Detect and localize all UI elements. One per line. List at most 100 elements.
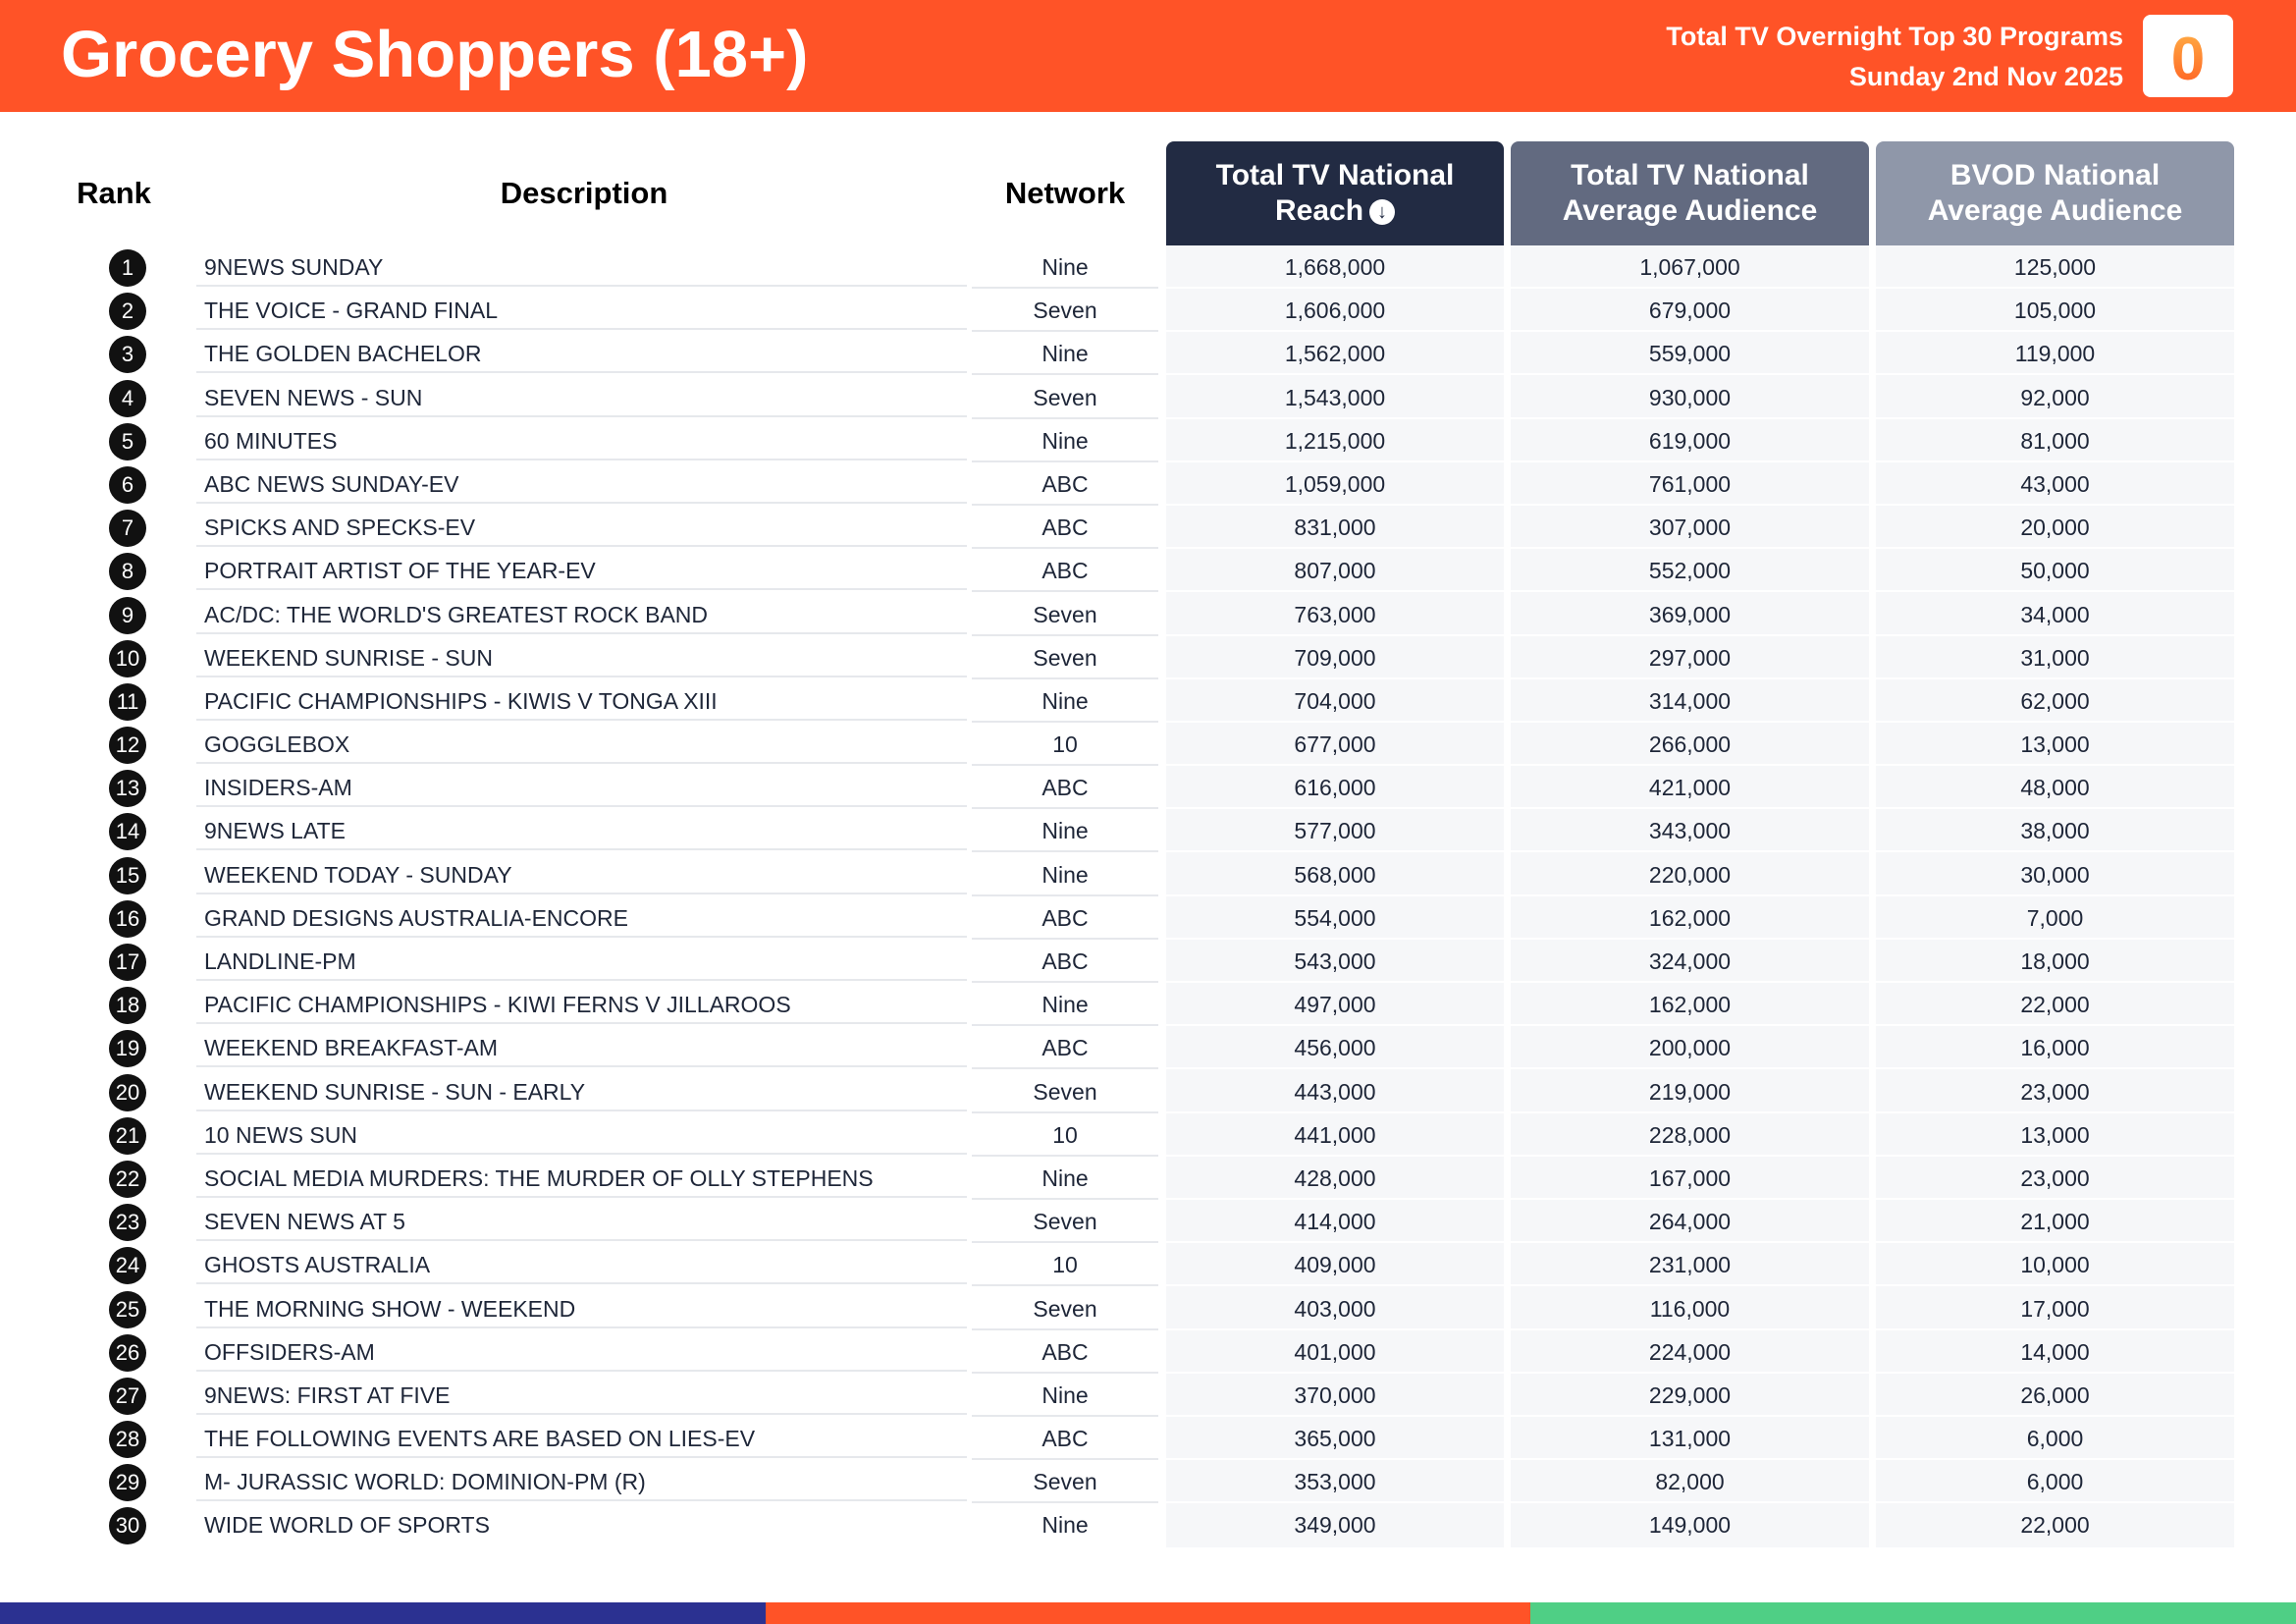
table-row: 19 WEEKEND BREAKFAST-AM ABC 456,000 200,000 1… [0, 1026, 2296, 1070]
program-description: PORTRAIT ARTIST OF THE YEAR-EV [196, 549, 967, 591]
avg-audience-value: 679,000 [1511, 289, 1869, 333]
bvod-column-header[interactable]: BVOD National Average Audience [1876, 141, 2234, 245]
bvod-value: 38,000 [1876, 809, 2234, 853]
bvod-value: 30,000 [1876, 853, 2234, 896]
network-cell: 10 [972, 723, 1158, 767]
program-description: PACIFIC CHAMPIONSHIPS - KIWI FERNS V JIL… [196, 983, 967, 1025]
rank-badge: 28 [109, 1421, 146, 1459]
rank-badge: 25 [109, 1290, 146, 1328]
bvod-value: 16,000 [1876, 1026, 2234, 1070]
reach-column-background [1166, 245, 1504, 1547]
rank-badge: 8 [109, 553, 146, 591]
program-description: PACIFIC CHAMPIONSHIPS - KIWIS V TONGA XI… [196, 679, 967, 721]
oztam-logo-icon: 0 [2143, 15, 2233, 97]
rank-badge: 16 [109, 899, 146, 938]
bvod-value: 26,000 [1876, 1374, 2234, 1417]
network-cell: Seven [972, 1287, 1158, 1330]
program-description: WIDE WORLD OF SPORTS [204, 1512, 490, 1539]
network-cell: Nine [972, 1157, 1158, 1200]
avg-audience-value: 162,000 [1511, 896, 1869, 940]
table-row: 25 THE MORNING SHOW - WEEKEND Seven 403,000… [0, 1287, 2296, 1330]
reach-column-header[interactable]: Total TV National Reach ↓ [1166, 141, 1504, 245]
program-description: THE MORNING SHOW - WEEKEND [196, 1287, 967, 1328]
program-description: THE VOICE - GRAND FINAL [196, 289, 967, 331]
report-date: Sunday 2nd Nov 2025 [1848, 62, 2123, 91]
reach-value: 577,000 [1166, 809, 1504, 853]
network-cell: Seven [972, 593, 1158, 636]
report-subtitle: Total TV Overnight Top 30 Programs Sunda… [1666, 17, 2123, 97]
reach-value: 370,000 [1166, 1374, 1504, 1417]
network-cell: Seven [972, 1070, 1158, 1113]
avg-audience-value: 324,000 [1511, 940, 1869, 983]
program-description: LANDLINE-PM [196, 940, 967, 981]
logo-glyph: 0 [2171, 26, 2205, 93]
network-cell: Seven [972, 1200, 1158, 1244]
reach-value: 831,000 [1166, 506, 1504, 550]
table-row: 18 PACIFIC CHAMPIONSHIPS - KIWI FERNS V J… [0, 983, 2296, 1027]
bvod-value: 13,000 [1876, 1113, 2234, 1157]
avg-audience-value: 162,000 [1511, 983, 1869, 1027]
table-row: 16 GRAND DESIGNS AUSTRALIA-ENCORE ABC 554,0… [0, 896, 2296, 940]
table-row: 9 AC/DC: THE WORLD'S GREATEST ROCK BAND Se… [0, 593, 2296, 636]
reach-value: 568,000 [1166, 853, 1504, 896]
avg-audience-value: 421,000 [1511, 766, 1869, 810]
avg-audience-value: 552,000 [1511, 549, 1869, 593]
page-title: Grocery Shoppers (18+) [61, 18, 809, 91]
reach-value: 414,000 [1166, 1200, 1504, 1244]
bvod-value: 125,000 [1876, 245, 2234, 289]
table-row: 7 SPICKS AND SPECKS-EV ABC 831,000 307,000 20… [0, 506, 2296, 550]
avg-audience-value: 131,000 [1511, 1417, 1869, 1461]
network-cell: ABC [972, 549, 1158, 593]
rank-badge: 6 [109, 465, 146, 504]
program-description: 9NEWS: FIRST AT FIVE [196, 1374, 967, 1415]
program-description: WEEKEND SUNRISE - SUN - EARLY [196, 1070, 967, 1111]
avg-audience-value: 219,000 [1511, 1070, 1869, 1113]
avg-audience-value: 264,000 [1511, 1200, 1869, 1244]
footer-stripe-orange [765, 1602, 1531, 1624]
bvod-value: 21,000 [1876, 1200, 2234, 1244]
program-description: THE FOLLOWING EVENTS ARE BASED ON LIES-E… [196, 1417, 967, 1459]
bvod-value: 20,000 [1876, 506, 2234, 550]
bvod-value: 7,000 [1876, 896, 2234, 940]
reach-value: 349,000 [1294, 1512, 1376, 1539]
rank-badge: 21 [109, 1116, 146, 1155]
reach-value: 428,000 [1166, 1157, 1504, 1200]
table-row: 12 GOGGLEBOX 10 677,000 266,000 13,000 [0, 723, 2296, 767]
program-description: WEEKEND BREAKFAST-AM [196, 1026, 967, 1068]
reach-value: 704,000 [1166, 679, 1504, 723]
table-row: 29 M- JURASSIC WORLD: DOMINION-PM (R) Seve… [0, 1460, 2296, 1504]
network-cell: ABC [972, 462, 1158, 506]
bvod-value: 10,000 [1876, 1243, 2234, 1287]
table-row: 8 PORTRAIT ARTIST OF THE YEAR-EV ABC 807,00… [0, 549, 2296, 593]
avg-audience-column-header[interactable]: Total TV National Average Audience [1511, 141, 1869, 245]
rank-badge: 19 [109, 1030, 146, 1068]
rank-badge: 5 [109, 422, 146, 460]
table-row: 11 PACIFIC CHAMPIONSHIPS - KIWIS V TONGA … [0, 679, 2296, 723]
table-row: 24 GHOSTS AUSTRALIA 10 409,000 231,000 10,000 [0, 1243, 2296, 1287]
bvod-column-background [1876, 245, 2234, 1547]
reach-header-line1: Total TV National [1215, 159, 1455, 191]
rank-badge: 7 [109, 510, 146, 548]
network-cell: ABC [972, 506, 1158, 550]
program-description: WEEKEND TODAY - SUNDAY [196, 853, 967, 894]
sort-down-circle-icon[interactable]: ↓ [1369, 199, 1396, 226]
table-row: 28 THE FOLLOWING EVENTS ARE BASED ON LIES… [0, 1417, 2296, 1461]
reach-value: 543,000 [1166, 940, 1504, 983]
reach-value: 456,000 [1166, 1026, 1504, 1070]
bvod-value: 13,000 [1876, 723, 2234, 767]
avg-audience-value: 167,000 [1511, 1157, 1869, 1200]
avg-audience-value: 619,000 [1511, 419, 1869, 462]
rank-badge: 27 [109, 1377, 146, 1415]
table-row: 4 SEVEN NEWS - SUN Seven 1,543,000 930,000 92… [0, 376, 2296, 419]
reach-value: 1,668,000 [1166, 245, 1504, 289]
program-table: 1 9NEWS SUNDAY Nine 1,668,000 1,067,000 125,0… [0, 245, 2296, 1547]
avg-audience-value: 369,000 [1511, 593, 1869, 636]
bvod-value: 23,000 [1876, 1070, 2234, 1113]
program-description: 9NEWS SUNDAY [196, 245, 967, 287]
network-cell: ABC [972, 940, 1158, 983]
network-column-header: Network [1004, 176, 1126, 210]
network-cell: Nine [1041, 1512, 1089, 1539]
report-scope: Total TV Overnight Top 30 Programs [1666, 22, 2123, 51]
table-row: 14 9NEWS LATE Nine 577,000 343,000 38,000 [0, 809, 2296, 853]
reach-value: 353,000 [1166, 1460, 1504, 1504]
